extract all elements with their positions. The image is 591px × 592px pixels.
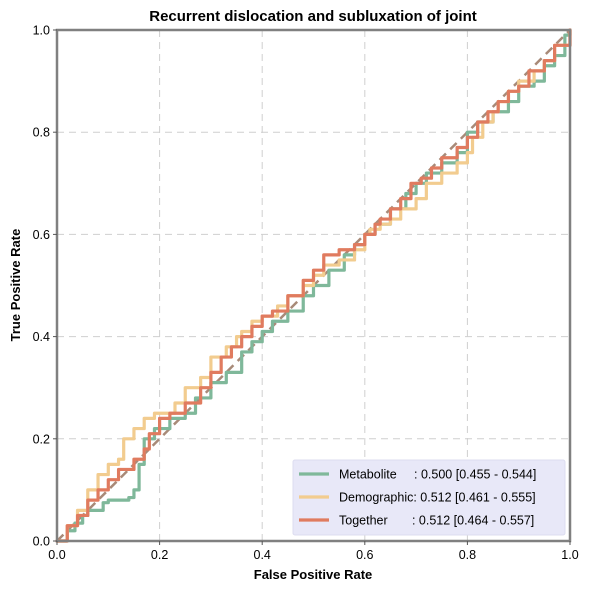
legend-label-metabolite: Metabolite : 0.500 [0.455 - 0.544] (339, 468, 536, 482)
y-tick-label: 0.0 (33, 535, 50, 549)
plot-frame (55, 28, 572, 543)
y-tick-label: 1.0 (33, 24, 50, 38)
x-tick-label: 0.2 (151, 548, 168, 562)
y-tick-label: 0.6 (33, 228, 50, 242)
x-tick-label: 0.0 (48, 548, 65, 562)
x-axis-ticks: 0.0 0.2 0.4 0.6 0.8 1.0 (48, 541, 579, 562)
y-tick-label: 0.2 (33, 432, 50, 446)
y-axis-ticks: 0.0 0.2 0.4 0.6 0.8 1.0 (33, 24, 57, 549)
x-tick-label: 0.4 (254, 548, 271, 562)
roc-curves (55, 28, 572, 543)
legend-box (292, 459, 566, 536)
x-tick-label: 0.6 (356, 548, 373, 562)
legend-label-demographic: Demographic: 0.512 [0.461 - 0.555] (339, 491, 536, 505)
chart-title: Recurrent dislocation and subluxation of… (149, 8, 477, 25)
grid-lines (57, 30, 570, 541)
y-tick-label: 0.4 (33, 330, 50, 344)
x-tick-label: 0.8 (459, 548, 476, 562)
legend: Metabolite : 0.500 [0.455 - 0.544] Demogr… (292, 459, 566, 536)
legend-label-together: Together : 0.512 [0.464 - 0.557] (339, 514, 534, 528)
x-axis-label: False Positive Rate (254, 567, 373, 582)
roc-curve-together (55, 28, 572, 543)
y-axis-label: True Positive Rate (8, 229, 23, 342)
y-tick-label: 0.8 (33, 126, 50, 140)
x-tick-label: 1.0 (561, 548, 578, 562)
